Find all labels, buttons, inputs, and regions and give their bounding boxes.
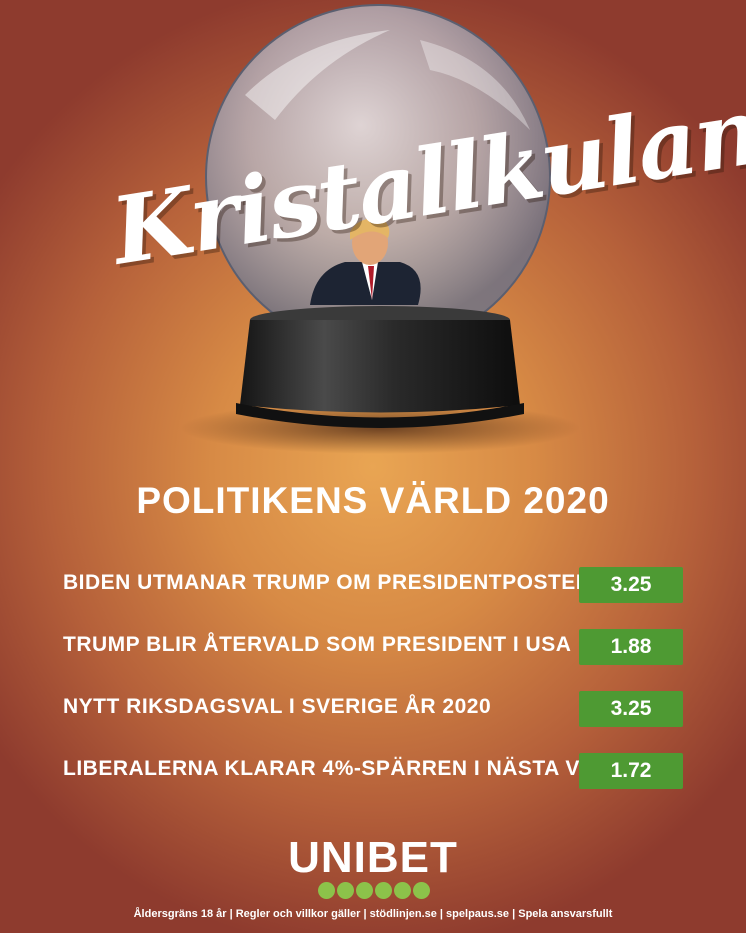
- odds-button[interactable]: 3.25: [579, 567, 683, 603]
- odds-button[interactable]: 1.88: [579, 629, 683, 665]
- logo-dot: [318, 882, 335, 899]
- section-title: POLITIKENS VÄRLD 2020: [136, 480, 610, 521]
- crystal-ball-graphic: [180, 4, 580, 454]
- logo-dot: [375, 882, 392, 899]
- logo-dot: [356, 882, 373, 899]
- bet-row-trump: TRUMP BLIR ÅTERVALD SOM PRESIDENT I USA …: [63, 629, 683, 665]
- responsible-gaming-footer: Åldersgräns 18 år | Regler och villkor g…: [133, 908, 613, 920]
- bet-row-biden: BIDEN UTMANAR TRUMP OM PRESIDENTPOSTEN 3…: [63, 567, 683, 603]
- logo-dot: [394, 882, 411, 899]
- crystal-ball-illustration: Kristallkulan: [0, 0, 746, 460]
- logo-dot: [413, 882, 430, 899]
- bet-label: TRUMP BLIR ÅTERVALD SOM PRESIDENT I USA: [63, 633, 572, 656]
- logo-dot: [337, 882, 354, 899]
- bet-label: BIDEN UTMANAR TRUMP OM PRESIDENTPOSTEN: [63, 571, 592, 594]
- odds-button[interactable]: 1.72: [579, 753, 683, 789]
- bet-label: NYTT RIKSDAGSVAL I SVERIGE ÅR 2020: [63, 695, 492, 718]
- figure-in-ball: [310, 218, 421, 305]
- bet-row-liberalerna: LIBERALERNA KLARAR 4%-SPÄRREN I NÄSTA VA…: [63, 753, 683, 789]
- bet-row-riksdagsval: NYTT RIKSDAGSVAL I SVERIGE ÅR 2020 3.25: [63, 691, 683, 727]
- odds-button[interactable]: 3.25: [579, 691, 683, 727]
- unibet-logo[interactable]: UNIBET: [288, 833, 458, 882]
- bet-label: LIBERALERNA KLARAR 4%-SPÄRREN I NÄSTA VA…: [63, 757, 608, 780]
- unibet-logo-dots: [318, 882, 430, 899]
